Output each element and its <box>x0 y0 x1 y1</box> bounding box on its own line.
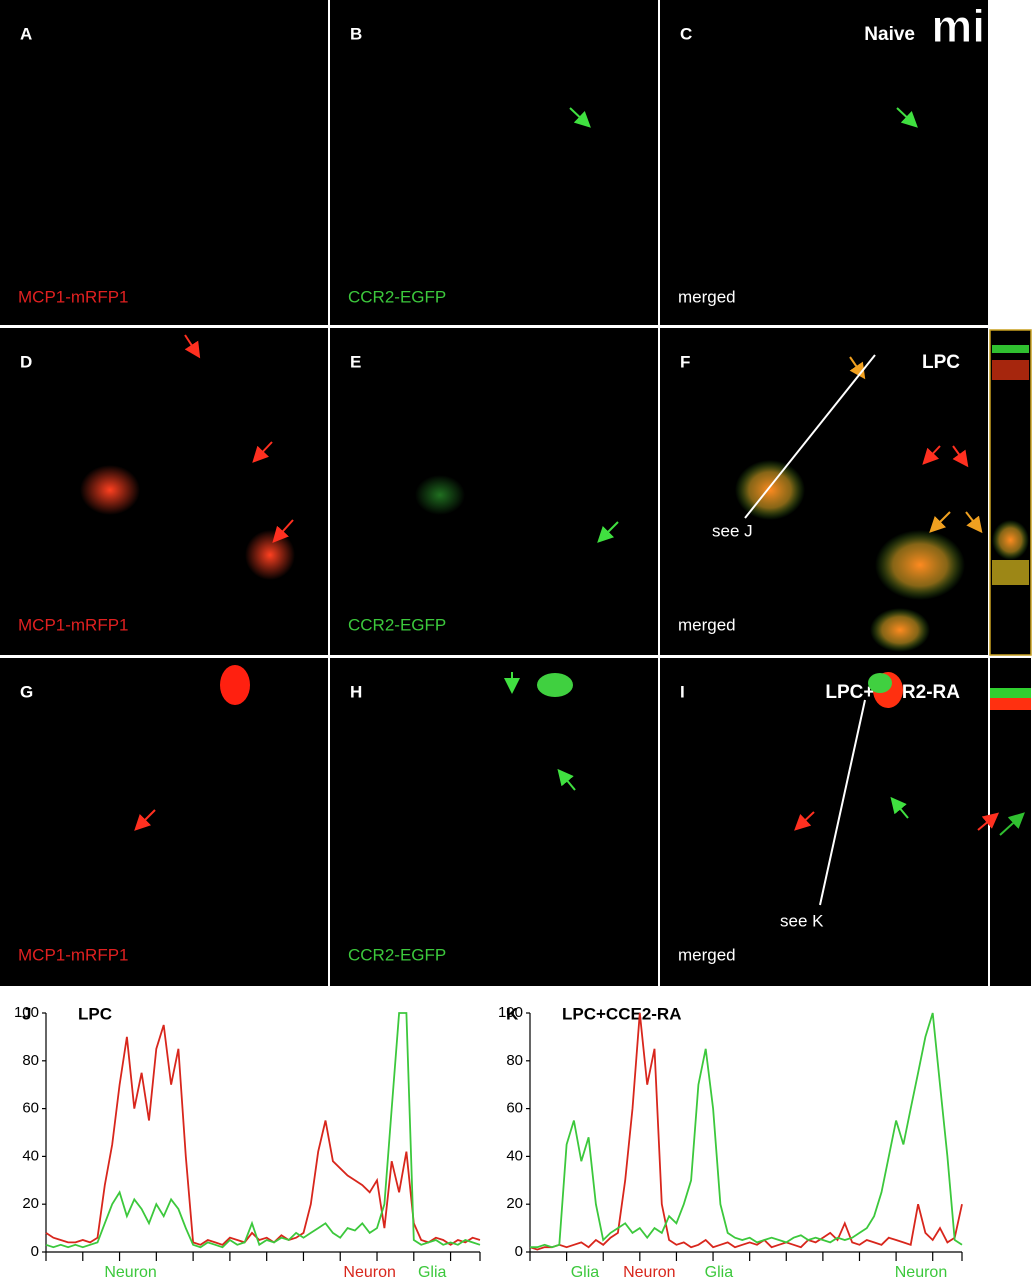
line-profile-note: see J <box>712 521 753 540</box>
panel-letter: I <box>680 682 685 701</box>
y-tick-label: 100 <box>498 1004 523 1021</box>
y-tick-label: 80 <box>22 1052 39 1069</box>
panel-letter: E <box>350 352 361 371</box>
micrograph <box>330 328 658 655</box>
panel-letter: G <box>20 682 33 701</box>
region-label: Glia <box>418 1264 447 1280</box>
profile-line <box>45 1024 481 1246</box>
channel-label: MCP1-mRFP1 <box>18 945 129 964</box>
condition-title: Naive <box>864 24 915 45</box>
region-label: Neuron <box>895 1264 947 1280</box>
channel-label: merged <box>678 287 736 306</box>
y-tick-label: 0 <box>31 1243 39 1260</box>
micrograph <box>660 658 988 986</box>
panel-letter: B <box>350 24 362 43</box>
channel-label: MCP1-mRFP1 <box>18 615 129 634</box>
panel-letter: H <box>350 682 362 701</box>
chart-title: LPC+CCE2-RA <box>562 1004 682 1023</box>
side-strips <box>977 329 1032 986</box>
region-label: Glia <box>705 1264 734 1280</box>
line-profile-note: see K <box>780 911 824 930</box>
y-tick-label: 40 <box>506 1147 523 1164</box>
condition-title: LPC <box>922 352 960 373</box>
y-tick-label: 20 <box>506 1195 523 1212</box>
channel-label: MCP1-mRFP1 <box>18 287 129 306</box>
profile-line <box>529 1012 963 1251</box>
micrograph <box>0 328 328 655</box>
region-label: Neuron <box>343 1264 395 1280</box>
channel-label: merged <box>678 615 736 634</box>
region-label: Neuron <box>104 1264 156 1280</box>
panel-letter: F <box>680 352 690 371</box>
chart-panel-letter: K <box>506 1004 519 1023</box>
y-tick-label: 40 <box>22 1147 39 1164</box>
y-tick-label: 0 <box>515 1243 523 1260</box>
panel-letter: C <box>680 24 692 43</box>
channel-label: merged <box>678 945 736 964</box>
y-tick-label: 20 <box>22 1195 39 1212</box>
micrograph <box>330 0 658 325</box>
micrograph <box>660 328 988 655</box>
panel-letter: A <box>20 24 32 43</box>
micrograph <box>330 658 658 986</box>
channel-label: CCR2-EGFP <box>348 287 446 306</box>
panel-letter: D <box>20 352 32 371</box>
y-tick-label: 100 <box>14 1004 39 1021</box>
profile-line <box>530 1012 963 1249</box>
micrograph <box>0 658 328 986</box>
micrograph <box>0 0 328 325</box>
journal-logo: mi <box>931 0 985 52</box>
profile-line <box>45 1012 481 1249</box>
channel-label: CCR2-EGFP <box>348 945 446 964</box>
region-label: Neuron <box>623 1264 675 1280</box>
profile-charts: J LPC 0 20 40 60 80 100 Neuron Neuron Glia K LPC+CCE… <box>14 1004 963 1280</box>
y-tick-label: 80 <box>506 1052 523 1069</box>
y-tick-label: 60 <box>506 1100 523 1117</box>
chart-title: LPC <box>78 1004 112 1023</box>
micrograph <box>660 0 988 325</box>
micrograph-features <box>80 107 983 906</box>
chart-panel-letter: J <box>22 1004 31 1023</box>
channel-label: CCR2-EGFP <box>348 615 446 634</box>
region-label: Glia <box>571 1264 600 1280</box>
y-tick-label: 60 <box>22 1100 39 1117</box>
